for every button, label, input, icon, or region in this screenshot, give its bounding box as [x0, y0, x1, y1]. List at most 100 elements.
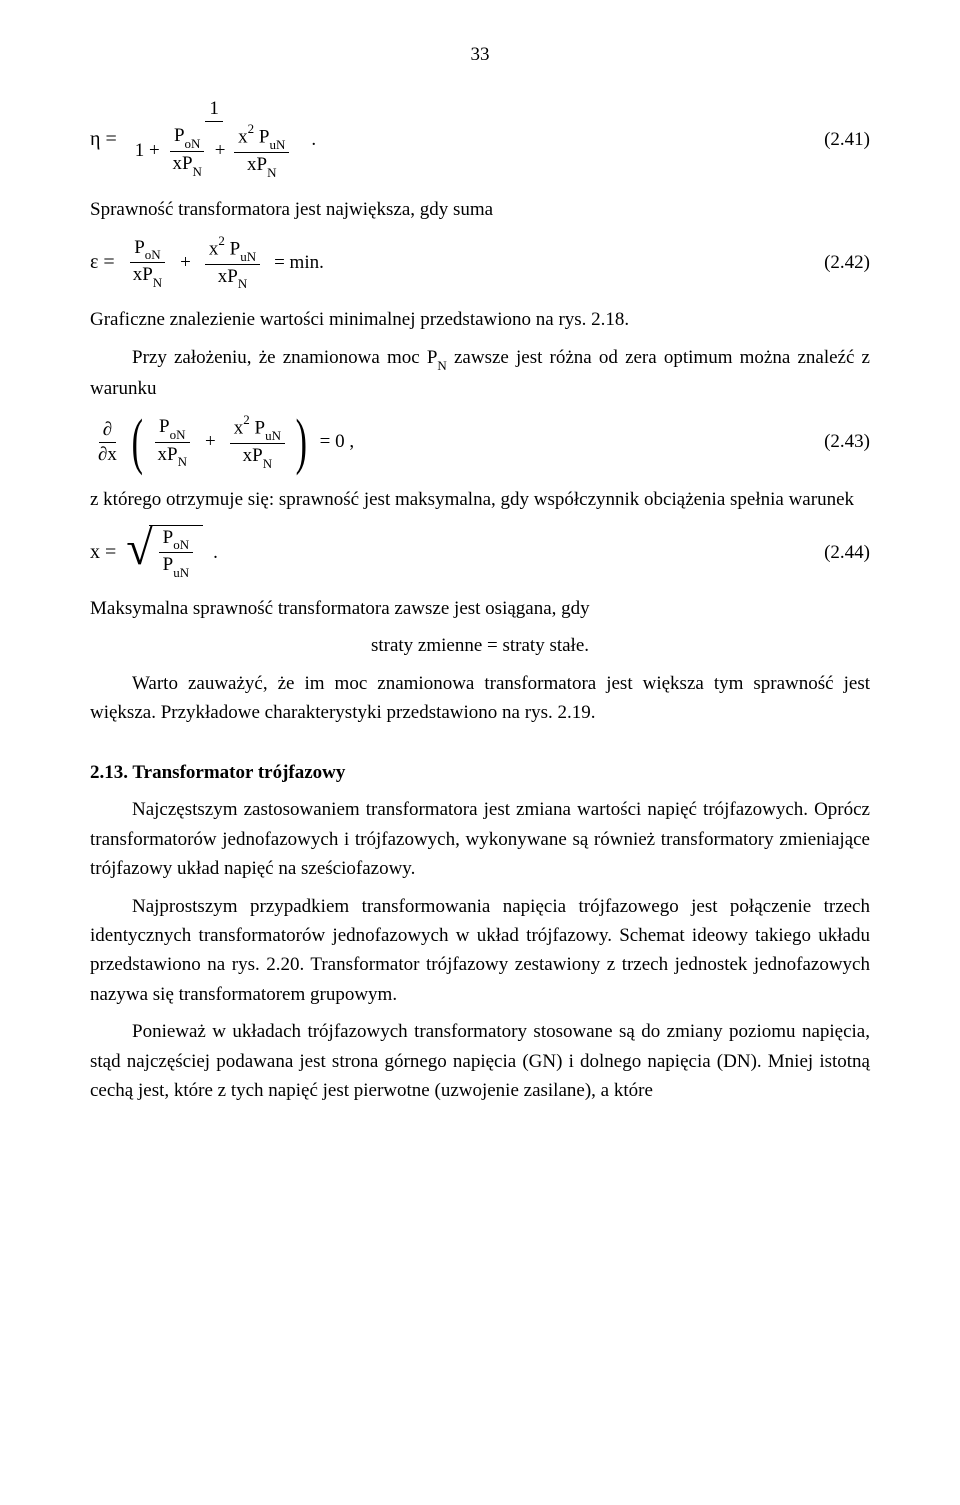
- equation-2-42: ε = PoN xPN + x2 PuN xPN = min. (2.42): [90, 235, 870, 292]
- t2-num-x: x: [209, 238, 219, 259]
- eq-tail: .: [311, 125, 316, 154]
- t1-den-xp: xP: [133, 264, 153, 285]
- den-lead: 1 +: [135, 140, 160, 161]
- eq-body: ε = PoN xPN + x2 PuN xPN = min.: [90, 235, 324, 292]
- eq-body: η = 1 1 + PoN xPN +: [90, 97, 316, 181]
- outer-frac: 1 1 + PoN xPN + x2 PuN: [131, 97, 298, 181]
- page-number: 33: [90, 40, 870, 69]
- plus: +: [180, 248, 191, 277]
- eq-prefix: x =: [90, 537, 116, 568]
- para-poniewaz: Ponieważ w układach trójfazowych transfo…: [90, 1017, 870, 1105]
- den: PuN: [159, 553, 193, 580]
- eq-body: x = √ PoN PuN .: [90, 525, 218, 580]
- eq-number: (2.43): [804, 427, 870, 456]
- t1-num-p: P: [159, 416, 170, 437]
- term1-frac: PoN xPN: [154, 415, 191, 469]
- outer-num: 1: [205, 97, 223, 122]
- t2-num-x: x: [238, 127, 248, 148]
- equation-2-44: x = √ PoN PuN . (2.44): [90, 525, 870, 580]
- para-maksymalna: Maksymalna sprawność transformatora zaws…: [90, 594, 870, 623]
- right-paren-icon: ): [296, 413, 307, 471]
- eq-tail: = 0 ,: [320, 427, 354, 456]
- d-bot: ∂x: [94, 443, 121, 467]
- para-przy-zalozeniu: Przy założeniu, że znamionowa moc PN zaw…: [90, 343, 870, 403]
- t1-den-sub: N: [153, 275, 162, 290]
- eq-tail: = min.: [274, 248, 324, 277]
- t2-den-xp: xP: [218, 266, 238, 287]
- t2-num-p: P: [254, 127, 269, 148]
- num-sub: oN: [173, 537, 189, 552]
- t2-den-sub: N: [267, 165, 276, 180]
- t1-den: xPN: [154, 443, 191, 470]
- radicand: PoN PuN: [149, 525, 203, 580]
- t1-num-sub: oN: [145, 247, 161, 262]
- t1-den-xp: xP: [172, 153, 192, 174]
- t2-den: xPN: [239, 444, 276, 471]
- eq-body: ∂ ∂x ( PoN xPN + x2 PuN xPN: [90, 413, 354, 471]
- eq-prefix: ε =: [90, 247, 115, 278]
- t1-num-sub: oN: [185, 136, 201, 151]
- t2-den-sub: N: [238, 276, 247, 291]
- page-container: 33 η = 1 1 + PoN xPN +: [0, 0, 960, 1174]
- d-top: ∂: [99, 418, 116, 443]
- den-sub: uN: [173, 565, 189, 580]
- p2a: Przy założeniu, że znamionowa moc P: [132, 347, 437, 368]
- t1-num-p: P: [174, 125, 185, 146]
- term1-frac: PoN xPN: [168, 124, 205, 178]
- t2-den-sub: N: [263, 456, 272, 471]
- para-najprostszym: Najprostszym przypadkiem transformowania…: [90, 892, 870, 1010]
- eq-tail: .: [213, 538, 218, 567]
- num-p: P: [163, 527, 174, 548]
- t1-den-sub: N: [193, 164, 202, 179]
- section-2-13-title: 2.13. Transformator trójfazowy: [90, 758, 870, 787]
- t1-den-xp: xP: [158, 444, 178, 465]
- line-after-241: Sprawność transformatora jest największa…: [90, 195, 870, 224]
- t2-num: x2 PuN: [234, 123, 289, 153]
- num: PoN: [159, 526, 193, 554]
- term2-frac: x2 PuN xPN: [234, 123, 289, 180]
- t1-num: PoN: [130, 236, 164, 264]
- frac: PoN PuN: [159, 526, 193, 580]
- t2-den: xPN: [214, 265, 251, 292]
- term1-frac: PoN xPN: [129, 236, 166, 290]
- center-straty: straty zmienne = straty stałe.: [90, 631, 870, 660]
- t2-num: x2 PuN: [230, 414, 285, 444]
- equation-2-43: ∂ ∂x ( PoN xPN + x2 PuN xPN: [90, 413, 870, 471]
- equation-2-41: η = 1 1 + PoN xPN +: [90, 97, 870, 181]
- t2-num-sub: uN: [269, 137, 285, 152]
- term2-frac: x2 PuN xPN: [230, 414, 285, 471]
- para-warto: Warto zauważyć, że im moc znamionowa tra…: [90, 669, 870, 728]
- para-najczestszym: Najczęstszym zastosowaniem transformator…: [90, 795, 870, 883]
- eq-number: (2.42): [804, 248, 870, 277]
- para-z-ktorego: z którego otrzymuje się: sprawność jest …: [90, 485, 870, 514]
- term2-frac: x2 PuN xPN: [205, 235, 260, 292]
- sqrt: √ PoN PuN: [126, 525, 203, 580]
- t1-den: xPN: [129, 263, 166, 290]
- t2-den-xp: xP: [247, 154, 267, 175]
- t2-den: xPN: [243, 153, 280, 180]
- outer-den: 1 + PoN xPN + x2 PuN: [131, 122, 298, 181]
- t1-num-p: P: [134, 237, 145, 258]
- p2sub: N: [437, 358, 446, 373]
- eq-prefix: η =: [90, 124, 117, 155]
- t2-num-x: x: [234, 417, 244, 438]
- eq-number: (2.44): [804, 538, 870, 567]
- plus: +: [215, 140, 226, 161]
- partial-frac: ∂ ∂x: [94, 418, 121, 467]
- left-paren-icon: (: [132, 413, 143, 471]
- t2-num-sup: 2: [218, 233, 225, 248]
- t2-num-p: P: [250, 417, 265, 438]
- t1-den-sub: N: [178, 454, 187, 469]
- para-graficzne: Graficzne znalezienie wartości minimalne…: [90, 305, 870, 334]
- plus: +: [205, 427, 216, 456]
- t2-den-xp: xP: [243, 445, 263, 466]
- t2-num-p: P: [225, 238, 240, 259]
- t1-den: xPN: [168, 152, 205, 179]
- eq-number: (2.41): [804, 125, 870, 154]
- t2-num: x2 PuN: [205, 235, 260, 265]
- t2-num-sub: uN: [240, 249, 256, 264]
- t2-num-sup: 2: [243, 412, 250, 427]
- t2-num-sub: uN: [265, 428, 281, 443]
- t2-num-sup: 2: [248, 121, 255, 136]
- t1-num: PoN: [155, 415, 189, 443]
